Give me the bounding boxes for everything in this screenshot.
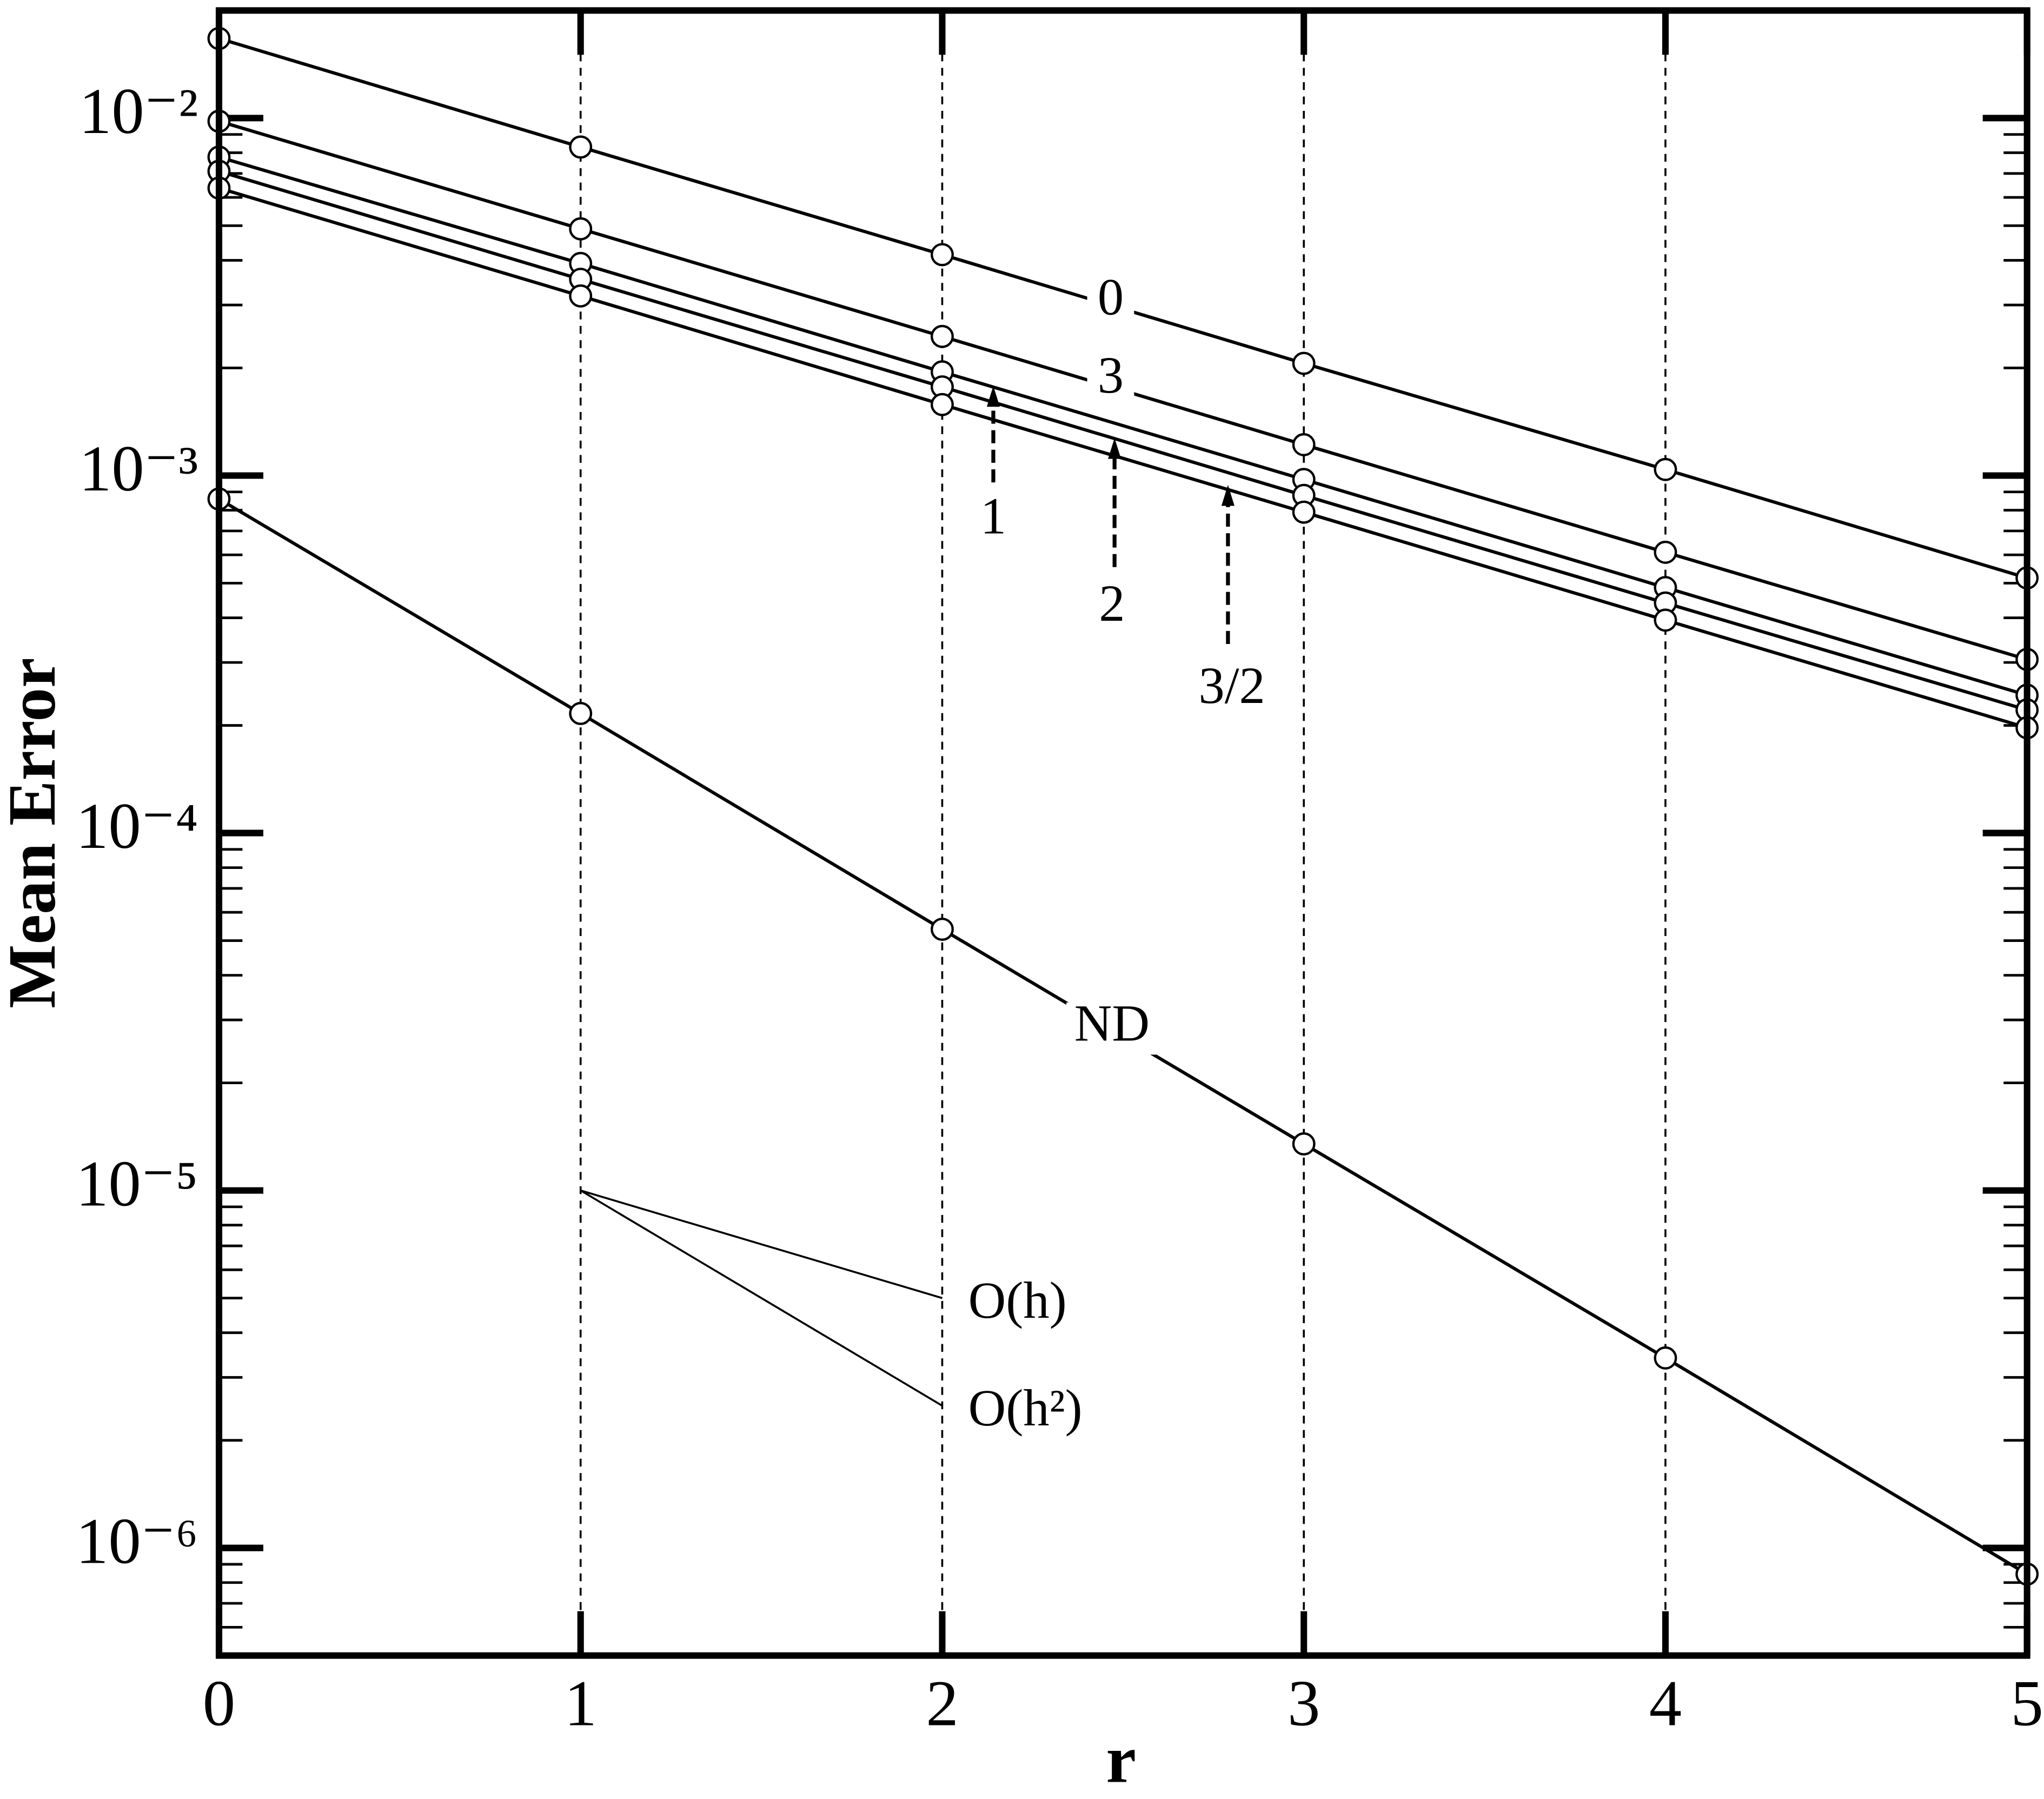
marker (569, 135, 593, 159)
marker (931, 918, 954, 941)
y-tick-label: 10⁻² (79, 76, 198, 148)
marker (1292, 1132, 1316, 1156)
series-label: 3 (1098, 346, 1124, 404)
marker (1654, 540, 1677, 564)
label-background (1087, 276, 1134, 329)
annotation: O(h) (968, 1271, 1067, 1329)
marker (1292, 351, 1316, 375)
marker (569, 217, 593, 241)
marker (1654, 457, 1677, 481)
x-tick-label: 1 (565, 1668, 597, 1740)
annotation: O(h²) (968, 1379, 1083, 1437)
pointer-head (1221, 484, 1235, 506)
marker (1654, 608, 1677, 632)
x-tick-label: 4 (1649, 1668, 1682, 1740)
label-background (1087, 354, 1134, 407)
series-label: 0 (1098, 268, 1124, 326)
marker (1654, 1346, 1677, 1370)
series-label: 3/2 (1199, 656, 1265, 714)
x-tick-label: 2 (926, 1668, 958, 1740)
x-axis-label: r (1106, 1722, 1136, 1797)
reference-line (580, 1190, 943, 1407)
marker (1292, 433, 1316, 456)
pointer-head (986, 386, 1000, 407)
label-background (1066, 1002, 1158, 1055)
x-tick-label: 0 (203, 1668, 235, 1740)
y-tick-label: 10⁻⁴ (76, 791, 198, 862)
marker (569, 284, 593, 308)
series-label: 2 (1099, 574, 1125, 632)
plot-frame (215, 7, 2030, 1659)
series-line (218, 186, 2028, 729)
marker (569, 701, 593, 725)
marker (1292, 500, 1316, 524)
series-line (218, 169, 2028, 712)
reference-line (580, 1189, 943, 1299)
marker (931, 393, 954, 416)
y-tick-label: 10⁻⁶ (76, 1505, 198, 1577)
series-label: ND (1074, 994, 1150, 1052)
series-label: 1 (980, 487, 1006, 545)
x-tick-label: 5 (2011, 1668, 2043, 1740)
pointer-head (1108, 438, 1121, 459)
y-tick-label: 10⁻³ (79, 433, 198, 505)
y-tick-label: 10⁻⁵ (76, 1148, 198, 1220)
series-line (218, 155, 2028, 697)
marker (931, 324, 954, 348)
x-tick-label: 3 (1288, 1668, 1320, 1740)
marker (931, 243, 954, 267)
y-axis-label: Mean Error (0, 658, 70, 1008)
